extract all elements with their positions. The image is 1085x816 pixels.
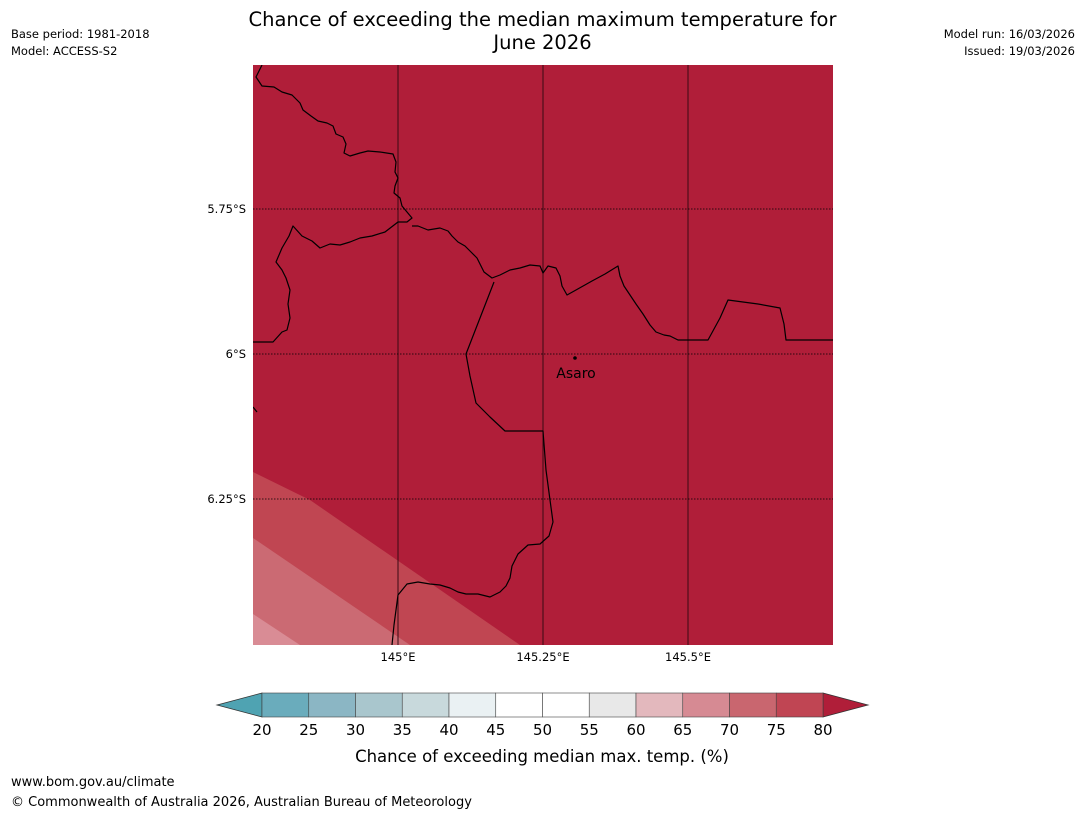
title-line-1: Chance of exceeding the median maximum t… — [248, 8, 837, 31]
colorbar-ticks: 20 25 30 35 40 45 50 55 60 65 70 75 80 — [252, 721, 832, 739]
province-boundaries — [253, 65, 833, 645]
boundary-north — [253, 65, 413, 343]
colorbar-tick-label: 35 — [393, 721, 412, 739]
base-period-text: Base period: 1981-2018 — [11, 27, 150, 41]
map-area: Asaro — [253, 65, 833, 645]
model-run-text: Model run: 16/03/2026 — [943, 27, 1075, 41]
colorbar-segments — [261, 692, 824, 718]
band-65 — [253, 614, 300, 645]
colorbar-segment — [448, 692, 497, 718]
lat-label-6: 6°S — [226, 347, 246, 361]
colorbar-segment — [261, 692, 310, 718]
meta-left: Base period: 1981-2018 Model: ACCESS-S2 — [11, 26, 150, 60]
colorbar-segment — [588, 692, 637, 718]
colorbar-segment — [775, 692, 824, 718]
asaro-marker — [573, 356, 577, 360]
footer-copyright: © Commonwealth of Australia 2026, Austra… — [11, 795, 472, 810]
colorbar-tick-label: 25 — [299, 721, 318, 739]
colorbar-tick-label: 75 — [767, 721, 786, 739]
colorbar-tick-label: 30 — [346, 721, 365, 739]
colorbar-tick-label: 70 — [720, 721, 739, 739]
boundary-east — [412, 225, 833, 341]
colorbar-under-arrow — [215, 692, 263, 718]
colorbar-segment — [635, 692, 684, 718]
lon-label-145-5: 145.5°E — [665, 650, 711, 664]
chart-title: Chance of exceeding the median maximum t… — [200, 8, 885, 54]
band-70 — [253, 538, 410, 645]
meta-right: Model run: 16/03/2026 Issued: 19/03/2026 — [944, 26, 1075, 60]
colorbar-segment — [495, 692, 543, 718]
colorbar-tick-label: 40 — [439, 721, 458, 739]
colorbar-segment — [729, 692, 777, 718]
lon-label-145-25: 145.25°E — [516, 650, 569, 664]
colorbar-tick-label: 65 — [673, 721, 692, 739]
colorbar-segment — [542, 692, 590, 718]
title-line-2: June 2026 — [493, 31, 592, 54]
model-text: Model: ACCESS-S2 — [11, 44, 118, 58]
footer-url: www.bom.gov.au/climate — [11, 775, 175, 790]
colorbar-segment — [308, 692, 356, 718]
graticule — [253, 65, 833, 645]
colorbar-tick-label: 20 — [252, 721, 271, 739]
colorbar-tick-label: 55 — [580, 721, 599, 739]
colorbar: 20 25 30 35 40 45 50 55 60 65 70 75 80 Chance of exc… — [215, 692, 870, 766]
lat-label-5-75: 5.75°S — [207, 202, 246, 216]
colorbar-title: Chance of exceeding median max. temp. (%… — [355, 747, 729, 766]
lon-label-145: 145°E — [381, 650, 416, 664]
colorbar-over-arrow — [822, 692, 870, 718]
colorbar-tick-label: 45 — [486, 721, 505, 739]
issued-text: Issued: 19/03/2026 — [964, 44, 1075, 58]
colorbar-tick-label: 60 — [626, 721, 645, 739]
lat-label-6-25: 6.25°S — [207, 492, 246, 506]
colorbar-tick-label: 50 — [533, 721, 552, 739]
colorbar-segment — [355, 692, 403, 718]
colorbar-segment — [401, 692, 450, 718]
asaro-label: Asaro — [556, 366, 595, 382]
boundary-west-stub — [253, 406, 258, 413]
colorbar-tick-label: 80 — [813, 721, 832, 739]
colorbar-segment — [682, 692, 730, 718]
boundary-south — [391, 281, 554, 645]
